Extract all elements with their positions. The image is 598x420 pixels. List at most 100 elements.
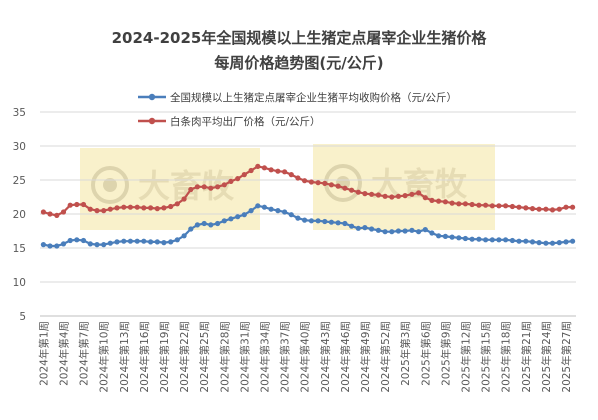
series-2-point	[121, 204, 127, 210]
series-1-point	[543, 240, 549, 246]
x-tick-label: 2025年第21周	[520, 321, 533, 393]
series-2-point	[328, 182, 334, 188]
x-tick-label: 2025年第18周	[500, 321, 513, 393]
series-1-point	[342, 220, 348, 227]
series-1-point	[201, 220, 207, 227]
series-1-point	[261, 204, 267, 210]
series-2-point	[422, 195, 428, 201]
series-1-point	[215, 220, 221, 227]
x-tick-label: 2024年第49周	[359, 321, 372, 393]
series-1-point	[114, 239, 120, 245]
x-tick-label: 2024年第10周	[98, 321, 111, 393]
series-1-point	[375, 227, 381, 233]
legend-marker-series-1	[148, 93, 156, 101]
series-2-point	[369, 191, 375, 197]
series-1-point	[74, 237, 80, 243]
x-tick-label: 2024年第4周	[57, 321, 70, 386]
legend-item-series-1: 全国规模以上生猪定点屠宰企业生猪平均收购价格（元/公斤）	[138, 91, 457, 104]
x-tick-label: 2025年第9周	[439, 321, 452, 386]
series-2-point	[221, 182, 227, 188]
series-1-point	[335, 220, 341, 226]
series-1-point	[275, 208, 281, 214]
legend: 全国规模以上生猪定点屠宰企业生猪平均收购价格（元/公斤） 白条肉平均出厂价格（元…	[138, 91, 457, 128]
series-2-point	[295, 175, 301, 181]
series-2-point	[523, 205, 529, 211]
series-1-point	[322, 218, 328, 225]
series-2-point	[462, 201, 468, 207]
series-2-point	[188, 186, 194, 193]
series-2-point	[141, 205, 147, 211]
series-1-point	[422, 227, 428, 233]
series-2-point	[54, 212, 60, 218]
series-1-point	[369, 226, 375, 232]
series-2-point	[181, 196, 187, 202]
x-tick-label: 2024年第13周	[118, 321, 131, 393]
series-2-point	[489, 203, 495, 209]
y-tick-label: 20	[13, 209, 26, 221]
series-2-point	[194, 184, 200, 190]
series-1-point	[416, 229, 422, 235]
x-tick-label: 2025年第6周	[419, 321, 432, 386]
chart-title: 2024-2025年全国规模以上生猪定点屠宰企业生猪价格	[112, 29, 488, 47]
series-2-point	[87, 206, 93, 212]
series-2-point	[107, 206, 113, 212]
series-1-point	[255, 203, 261, 209]
series-1-point	[436, 233, 442, 239]
series-2-point	[536, 206, 542, 212]
series-2-point	[476, 202, 482, 208]
x-tick-label: 2024年第43周	[319, 321, 332, 393]
x-tick-label: 2024年第28周	[218, 321, 231, 393]
series-2-point	[302, 178, 308, 184]
series-2-point	[255, 163, 261, 169]
x-tick-label: 2025年第3周	[399, 321, 412, 386]
series-2-point	[429, 197, 435, 203]
series-2-point	[449, 200, 455, 206]
x-tick-label: 2024年第25周	[198, 321, 211, 393]
series-2-point	[47, 211, 53, 217]
series-1	[40, 203, 576, 249]
series-2-point	[94, 208, 100, 214]
series-1-point	[523, 238, 529, 244]
series-1-point	[295, 215, 301, 221]
x-tick-label: 2024年第40周	[299, 321, 312, 393]
series-2-point	[456, 201, 462, 207]
series-1-point	[462, 235, 468, 242]
series-1-point	[382, 229, 388, 235]
series-2-point	[127, 204, 133, 210]
series-1-point	[362, 225, 368, 231]
series-1-point	[161, 240, 167, 246]
series-2-point	[362, 191, 368, 197]
series-2-point	[154, 206, 160, 212]
series-1-point	[315, 218, 321, 224]
x-axis: 2024年第1周 2024年第4周 2024年第7周 2024年第10周 2024年第1…	[37, 321, 573, 393]
series-2-point	[355, 189, 361, 195]
series-1-point	[549, 240, 556, 246]
series-2-point	[503, 203, 509, 209]
series-2-point	[496, 203, 502, 209]
y-tick-label: 5	[19, 311, 26, 323]
series-2-point	[248, 167, 254, 174]
watermarks: 大畜牧 大畜牧	[80, 144, 495, 230]
series-2-point	[436, 198, 442, 204]
series-1-point	[134, 238, 140, 244]
series-1-point	[496, 237, 502, 243]
series-2-point	[275, 168, 281, 174]
series-2	[40, 163, 576, 218]
series-2-point	[416, 190, 422, 196]
series-2-point	[549, 207, 556, 213]
series-2-point	[342, 185, 348, 191]
series-1-point	[449, 234, 455, 240]
series-1-point	[503, 237, 509, 243]
series-1-point	[282, 209, 288, 215]
x-tick-label: 2025年第24周	[540, 321, 553, 393]
series-lines	[40, 163, 576, 249]
series-1-point	[328, 219, 334, 225]
series-2-point	[389, 194, 395, 200]
x-tick-label: 2024年第19周	[158, 321, 171, 393]
series-2-point	[543, 206, 549, 212]
series-1-point	[483, 237, 489, 243]
chart-subtitle: 每周价格趋势图(元/公斤)	[214, 54, 383, 72]
watermark-logo-ring	[91, 166, 129, 204]
series-1-point	[516, 238, 522, 244]
series-1-point	[442, 233, 448, 239]
